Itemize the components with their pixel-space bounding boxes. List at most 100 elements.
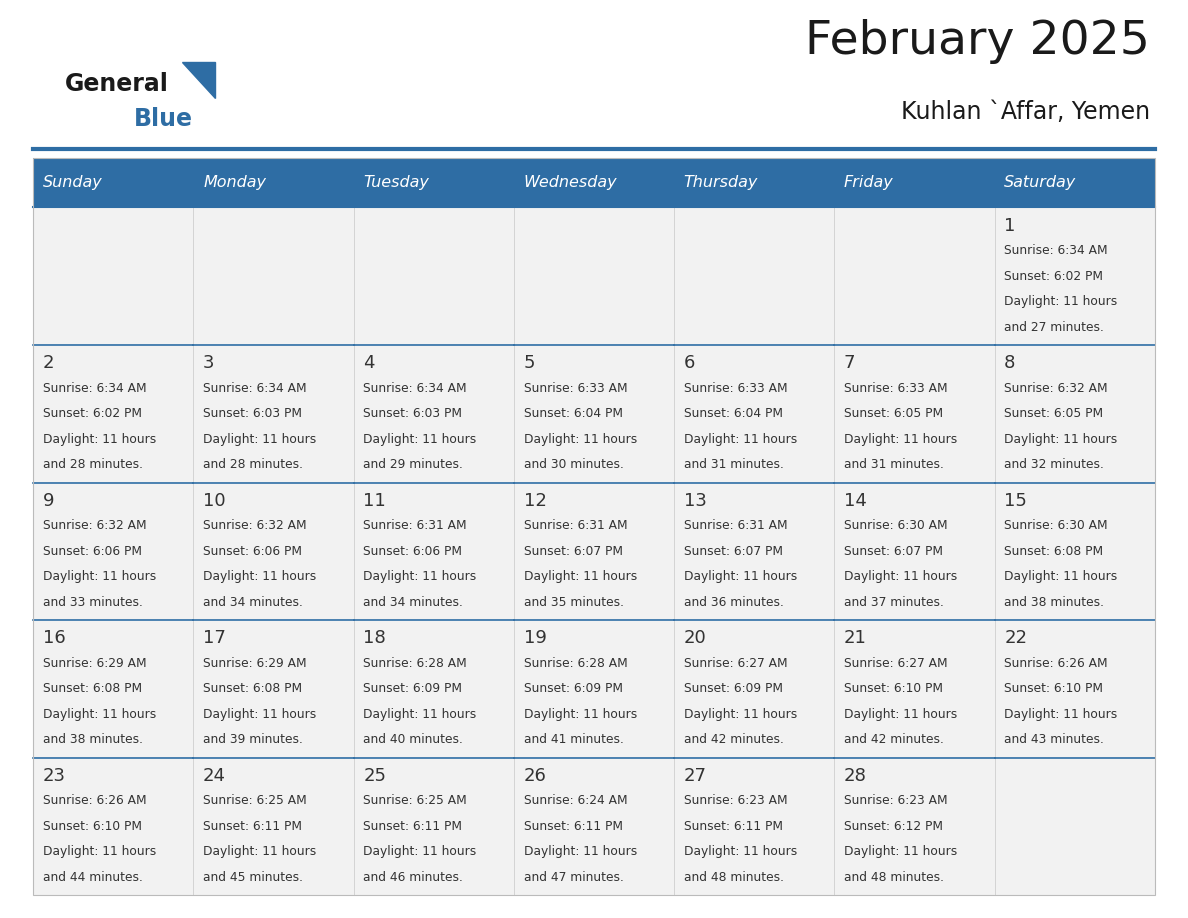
Text: Daylight: 11 hours: Daylight: 11 hours xyxy=(43,570,156,583)
Text: and 35 minutes.: and 35 minutes. xyxy=(524,596,624,609)
Text: Sunrise: 6:26 AM: Sunrise: 6:26 AM xyxy=(43,794,146,807)
Bar xyxy=(354,620,514,757)
Text: Sunset: 6:03 PM: Sunset: 6:03 PM xyxy=(364,408,462,420)
Text: and 38 minutes.: and 38 minutes. xyxy=(43,733,143,746)
Text: 7: 7 xyxy=(843,354,855,372)
Bar xyxy=(834,757,994,895)
Bar xyxy=(834,620,994,757)
Text: Sunrise: 6:28 AM: Sunrise: 6:28 AM xyxy=(364,656,467,670)
Text: and 28 minutes.: and 28 minutes. xyxy=(203,458,303,471)
Text: and 39 minutes.: and 39 minutes. xyxy=(203,733,303,746)
Bar xyxy=(33,483,194,620)
Bar xyxy=(834,158,994,207)
Text: Sunset: 6:06 PM: Sunset: 6:06 PM xyxy=(43,544,141,557)
Text: and 31 minutes.: and 31 minutes. xyxy=(843,458,943,471)
Text: Sunrise: 6:34 AM: Sunrise: 6:34 AM xyxy=(203,382,307,395)
Bar xyxy=(354,345,514,483)
Text: Sunset: 6:07 PM: Sunset: 6:07 PM xyxy=(684,544,783,557)
Text: and 27 minutes.: and 27 minutes. xyxy=(1004,320,1104,333)
Text: 2: 2 xyxy=(43,354,55,372)
Bar xyxy=(354,483,514,620)
Text: Daylight: 11 hours: Daylight: 11 hours xyxy=(524,570,637,583)
Text: Daylight: 11 hours: Daylight: 11 hours xyxy=(843,432,958,445)
Text: and 44 minutes.: and 44 minutes. xyxy=(43,870,143,884)
Text: 14: 14 xyxy=(843,492,867,509)
Text: Daylight: 11 hours: Daylight: 11 hours xyxy=(364,845,476,858)
Bar xyxy=(514,620,674,757)
Text: Wednesday: Wednesday xyxy=(524,175,617,190)
Text: Daylight: 11 hours: Daylight: 11 hours xyxy=(843,570,958,583)
Text: Daylight: 11 hours: Daylight: 11 hours xyxy=(364,570,476,583)
Text: Sunrise: 6:31 AM: Sunrise: 6:31 AM xyxy=(684,520,788,532)
Text: 19: 19 xyxy=(524,629,546,647)
Text: Sunrise: 6:27 AM: Sunrise: 6:27 AM xyxy=(684,656,788,670)
Bar xyxy=(194,757,354,895)
Text: and 43 minutes.: and 43 minutes. xyxy=(1004,733,1104,746)
Text: Sunset: 6:04 PM: Sunset: 6:04 PM xyxy=(524,408,623,420)
Text: Sunset: 6:10 PM: Sunset: 6:10 PM xyxy=(843,682,943,695)
Text: Daylight: 11 hours: Daylight: 11 hours xyxy=(843,845,958,858)
Text: 18: 18 xyxy=(364,629,386,647)
Text: Daylight: 11 hours: Daylight: 11 hours xyxy=(684,845,797,858)
Text: 26: 26 xyxy=(524,767,546,785)
Text: 11: 11 xyxy=(364,492,386,509)
Text: Sunset: 6:09 PM: Sunset: 6:09 PM xyxy=(364,682,462,695)
Text: 1: 1 xyxy=(1004,217,1016,235)
Bar xyxy=(33,757,194,895)
Text: Daylight: 11 hours: Daylight: 11 hours xyxy=(524,845,637,858)
Text: Daylight: 11 hours: Daylight: 11 hours xyxy=(43,708,156,721)
Text: 9: 9 xyxy=(43,492,55,509)
Text: and 42 minutes.: and 42 minutes. xyxy=(843,733,943,746)
Text: Sunset: 6:11 PM: Sunset: 6:11 PM xyxy=(524,820,623,833)
Text: Daylight: 11 hours: Daylight: 11 hours xyxy=(43,432,156,445)
Text: Sunrise: 6:28 AM: Sunrise: 6:28 AM xyxy=(524,656,627,670)
Text: 24: 24 xyxy=(203,767,226,785)
Text: Daylight: 11 hours: Daylight: 11 hours xyxy=(203,708,316,721)
Text: 21: 21 xyxy=(843,629,867,647)
Text: Sunrise: 6:27 AM: Sunrise: 6:27 AM xyxy=(843,656,948,670)
Text: Sunrise: 6:33 AM: Sunrise: 6:33 AM xyxy=(684,382,788,395)
Text: Daylight: 11 hours: Daylight: 11 hours xyxy=(1004,570,1118,583)
Text: Sunrise: 6:26 AM: Sunrise: 6:26 AM xyxy=(1004,656,1107,670)
Text: and 31 minutes.: and 31 minutes. xyxy=(684,458,784,471)
Bar xyxy=(354,757,514,895)
Text: 3: 3 xyxy=(203,354,215,372)
Text: 20: 20 xyxy=(684,629,707,647)
Bar xyxy=(514,345,674,483)
Bar xyxy=(674,207,834,345)
Text: Monday: Monday xyxy=(203,175,266,190)
Text: Sunset: 6:02 PM: Sunset: 6:02 PM xyxy=(1004,270,1104,283)
Text: Sunset: 6:05 PM: Sunset: 6:05 PM xyxy=(843,408,943,420)
Text: Sunday: Sunday xyxy=(43,175,102,190)
Text: Sunset: 6:02 PM: Sunset: 6:02 PM xyxy=(43,408,141,420)
Text: Sunset: 6:06 PM: Sunset: 6:06 PM xyxy=(203,544,302,557)
Text: Daylight: 11 hours: Daylight: 11 hours xyxy=(843,708,958,721)
Text: Sunrise: 6:32 AM: Sunrise: 6:32 AM xyxy=(203,520,307,532)
Text: Sunset: 6:11 PM: Sunset: 6:11 PM xyxy=(684,820,783,833)
Bar xyxy=(514,207,674,345)
Text: Sunset: 6:03 PM: Sunset: 6:03 PM xyxy=(203,408,302,420)
Text: and 48 minutes.: and 48 minutes. xyxy=(684,870,784,884)
Text: Sunrise: 6:34 AM: Sunrise: 6:34 AM xyxy=(364,382,467,395)
Text: 23: 23 xyxy=(43,767,65,785)
Text: Sunrise: 6:29 AM: Sunrise: 6:29 AM xyxy=(203,656,307,670)
Text: Sunrise: 6:32 AM: Sunrise: 6:32 AM xyxy=(1004,382,1107,395)
Text: Sunrise: 6:31 AM: Sunrise: 6:31 AM xyxy=(524,520,627,532)
Text: 27: 27 xyxy=(684,767,707,785)
Text: Daylight: 11 hours: Daylight: 11 hours xyxy=(1004,708,1118,721)
Text: February 2025: February 2025 xyxy=(805,19,1150,64)
Text: and 36 minutes.: and 36 minutes. xyxy=(684,596,784,609)
Text: Sunrise: 6:31 AM: Sunrise: 6:31 AM xyxy=(364,520,467,532)
Bar xyxy=(194,345,354,483)
Text: and 40 minutes.: and 40 minutes. xyxy=(364,733,463,746)
Text: and 28 minutes.: and 28 minutes. xyxy=(43,458,143,471)
Text: Sunset: 6:07 PM: Sunset: 6:07 PM xyxy=(524,544,623,557)
Bar xyxy=(674,345,834,483)
Text: Blue: Blue xyxy=(134,107,194,131)
Text: 17: 17 xyxy=(203,629,226,647)
Text: Sunset: 6:12 PM: Sunset: 6:12 PM xyxy=(843,820,943,833)
Text: 8: 8 xyxy=(1004,354,1016,372)
Text: Kuhlan `Affar, Yemen: Kuhlan `Affar, Yemen xyxy=(901,100,1150,124)
Text: Sunset: 6:11 PM: Sunset: 6:11 PM xyxy=(364,820,462,833)
Text: 25: 25 xyxy=(364,767,386,785)
